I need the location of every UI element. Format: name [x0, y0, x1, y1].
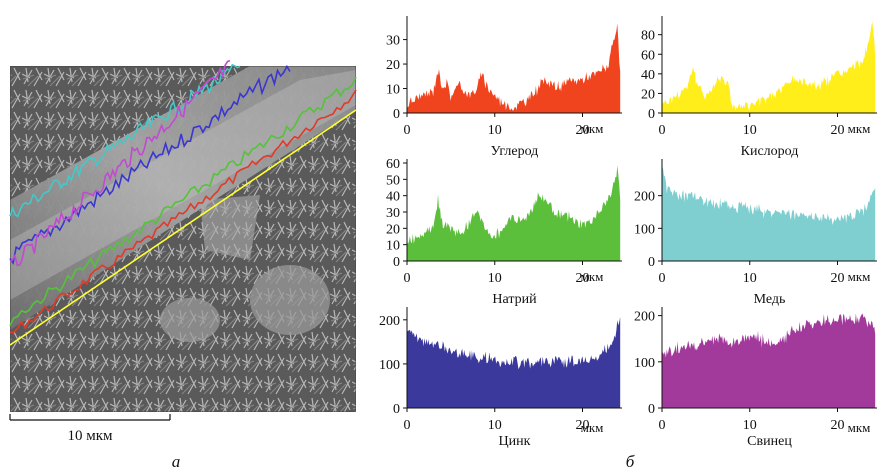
y-tick-label: 10	[386, 83, 400, 98]
x-tick-label: 0	[404, 418, 411, 433]
x-tick-label: 10	[488, 418, 502, 433]
x-tick-label: 20	[576, 418, 590, 433]
x-tick-label: 20	[831, 123, 845, 138]
y-tick-label: 0	[648, 107, 655, 122]
panel-letter-a: а	[172, 452, 181, 471]
sem-line-profile-1	[9, 109, 357, 346]
element-caption: Кислород	[741, 144, 799, 159]
chart-4: 0 100 200 0 10 20 мкм Медь	[634, 159, 877, 307]
chart-area-5	[407, 317, 621, 408]
element-caption: Цинк	[499, 434, 531, 449]
x-unit-label: мкм	[581, 269, 604, 284]
x-tick-label: 10	[488, 271, 502, 286]
chart-area-1	[407, 23, 621, 113]
sem-line-profiles	[9, 59, 357, 346]
chart-area-4	[662, 166, 876, 261]
x-tick-label: 10	[743, 418, 757, 433]
y-tick-label: 60	[386, 157, 400, 172]
x-tick-label: 0	[659, 123, 666, 138]
y-tick-label: 40	[641, 68, 655, 83]
y-tick-label: 0	[393, 402, 400, 417]
sem-line-profile-2	[9, 89, 357, 334]
element-caption: Медь	[754, 292, 786, 307]
y-tick-label: 10	[386, 239, 400, 254]
x-tick-label: 10	[488, 123, 502, 138]
x-unit-label: мкм	[848, 420, 871, 435]
chart-area-6	[662, 313, 876, 408]
x-tick-label: 0	[659, 418, 666, 433]
y-tick-label: 40	[386, 190, 400, 205]
x-tick-label: 20	[576, 271, 590, 286]
x-tick-label: 10	[743, 123, 757, 138]
chart-area-2	[662, 21, 876, 113]
y-tick-label: 200	[634, 310, 655, 325]
chart-area-3	[407, 165, 621, 261]
scale-bar: 10 мкм	[9, 414, 171, 444]
y-tick-label: 0	[393, 107, 400, 122]
y-tick-label: 200	[379, 314, 400, 329]
x-unit-label: мкм	[848, 121, 871, 136]
y-tick-label: 100	[634, 356, 655, 371]
x-tick-label: 0	[404, 123, 411, 138]
x-tick-label: 0	[659, 271, 666, 286]
scale-bar-label: 10 мкм	[67, 428, 113, 444]
sem-line-profile-6	[9, 59, 231, 267]
x-tick-label: 20	[831, 418, 845, 433]
sem-line-profile-3	[9, 76, 357, 327]
x-unit-label: мкм	[848, 269, 871, 284]
y-tick-label: 60	[641, 48, 655, 63]
y-tick-label: 0	[648, 402, 655, 417]
y-tick-label: 80	[641, 29, 655, 44]
x-unit-label: мкм	[581, 420, 604, 435]
y-tick-label: 20	[386, 58, 400, 73]
element-caption: Свинец	[747, 434, 792, 449]
y-tick-label: 100	[634, 222, 655, 237]
y-tick-label: 30	[386, 34, 400, 49]
chart-6: 0 100 200 0 10 20 мкм Свинец	[634, 307, 877, 449]
element-caption: Натрий	[492, 292, 537, 307]
sem-image	[10, 66, 356, 412]
x-tick-label: 20	[576, 123, 590, 138]
element-caption: Углерод	[491, 144, 539, 159]
y-tick-label: 20	[386, 222, 400, 237]
x-tick-label: 20	[831, 271, 845, 286]
y-tick-label: 200	[634, 190, 655, 205]
x-tick-label: 0	[404, 271, 411, 286]
x-unit-label: мкм	[581, 121, 604, 136]
y-tick-label: 20	[641, 87, 655, 102]
x-tick-label: 10	[743, 271, 757, 286]
y-tick-label: 0	[648, 255, 655, 270]
y-tick-label: 30	[386, 206, 400, 221]
sem-line-profile-5	[9, 64, 291, 266]
sem-line-profile-4	[9, 63, 241, 218]
y-tick-label: 50	[386, 173, 400, 188]
panel-letter-b: б	[626, 452, 635, 471]
y-tick-label: 0	[393, 255, 400, 270]
y-tick-label: 100	[379, 358, 400, 373]
